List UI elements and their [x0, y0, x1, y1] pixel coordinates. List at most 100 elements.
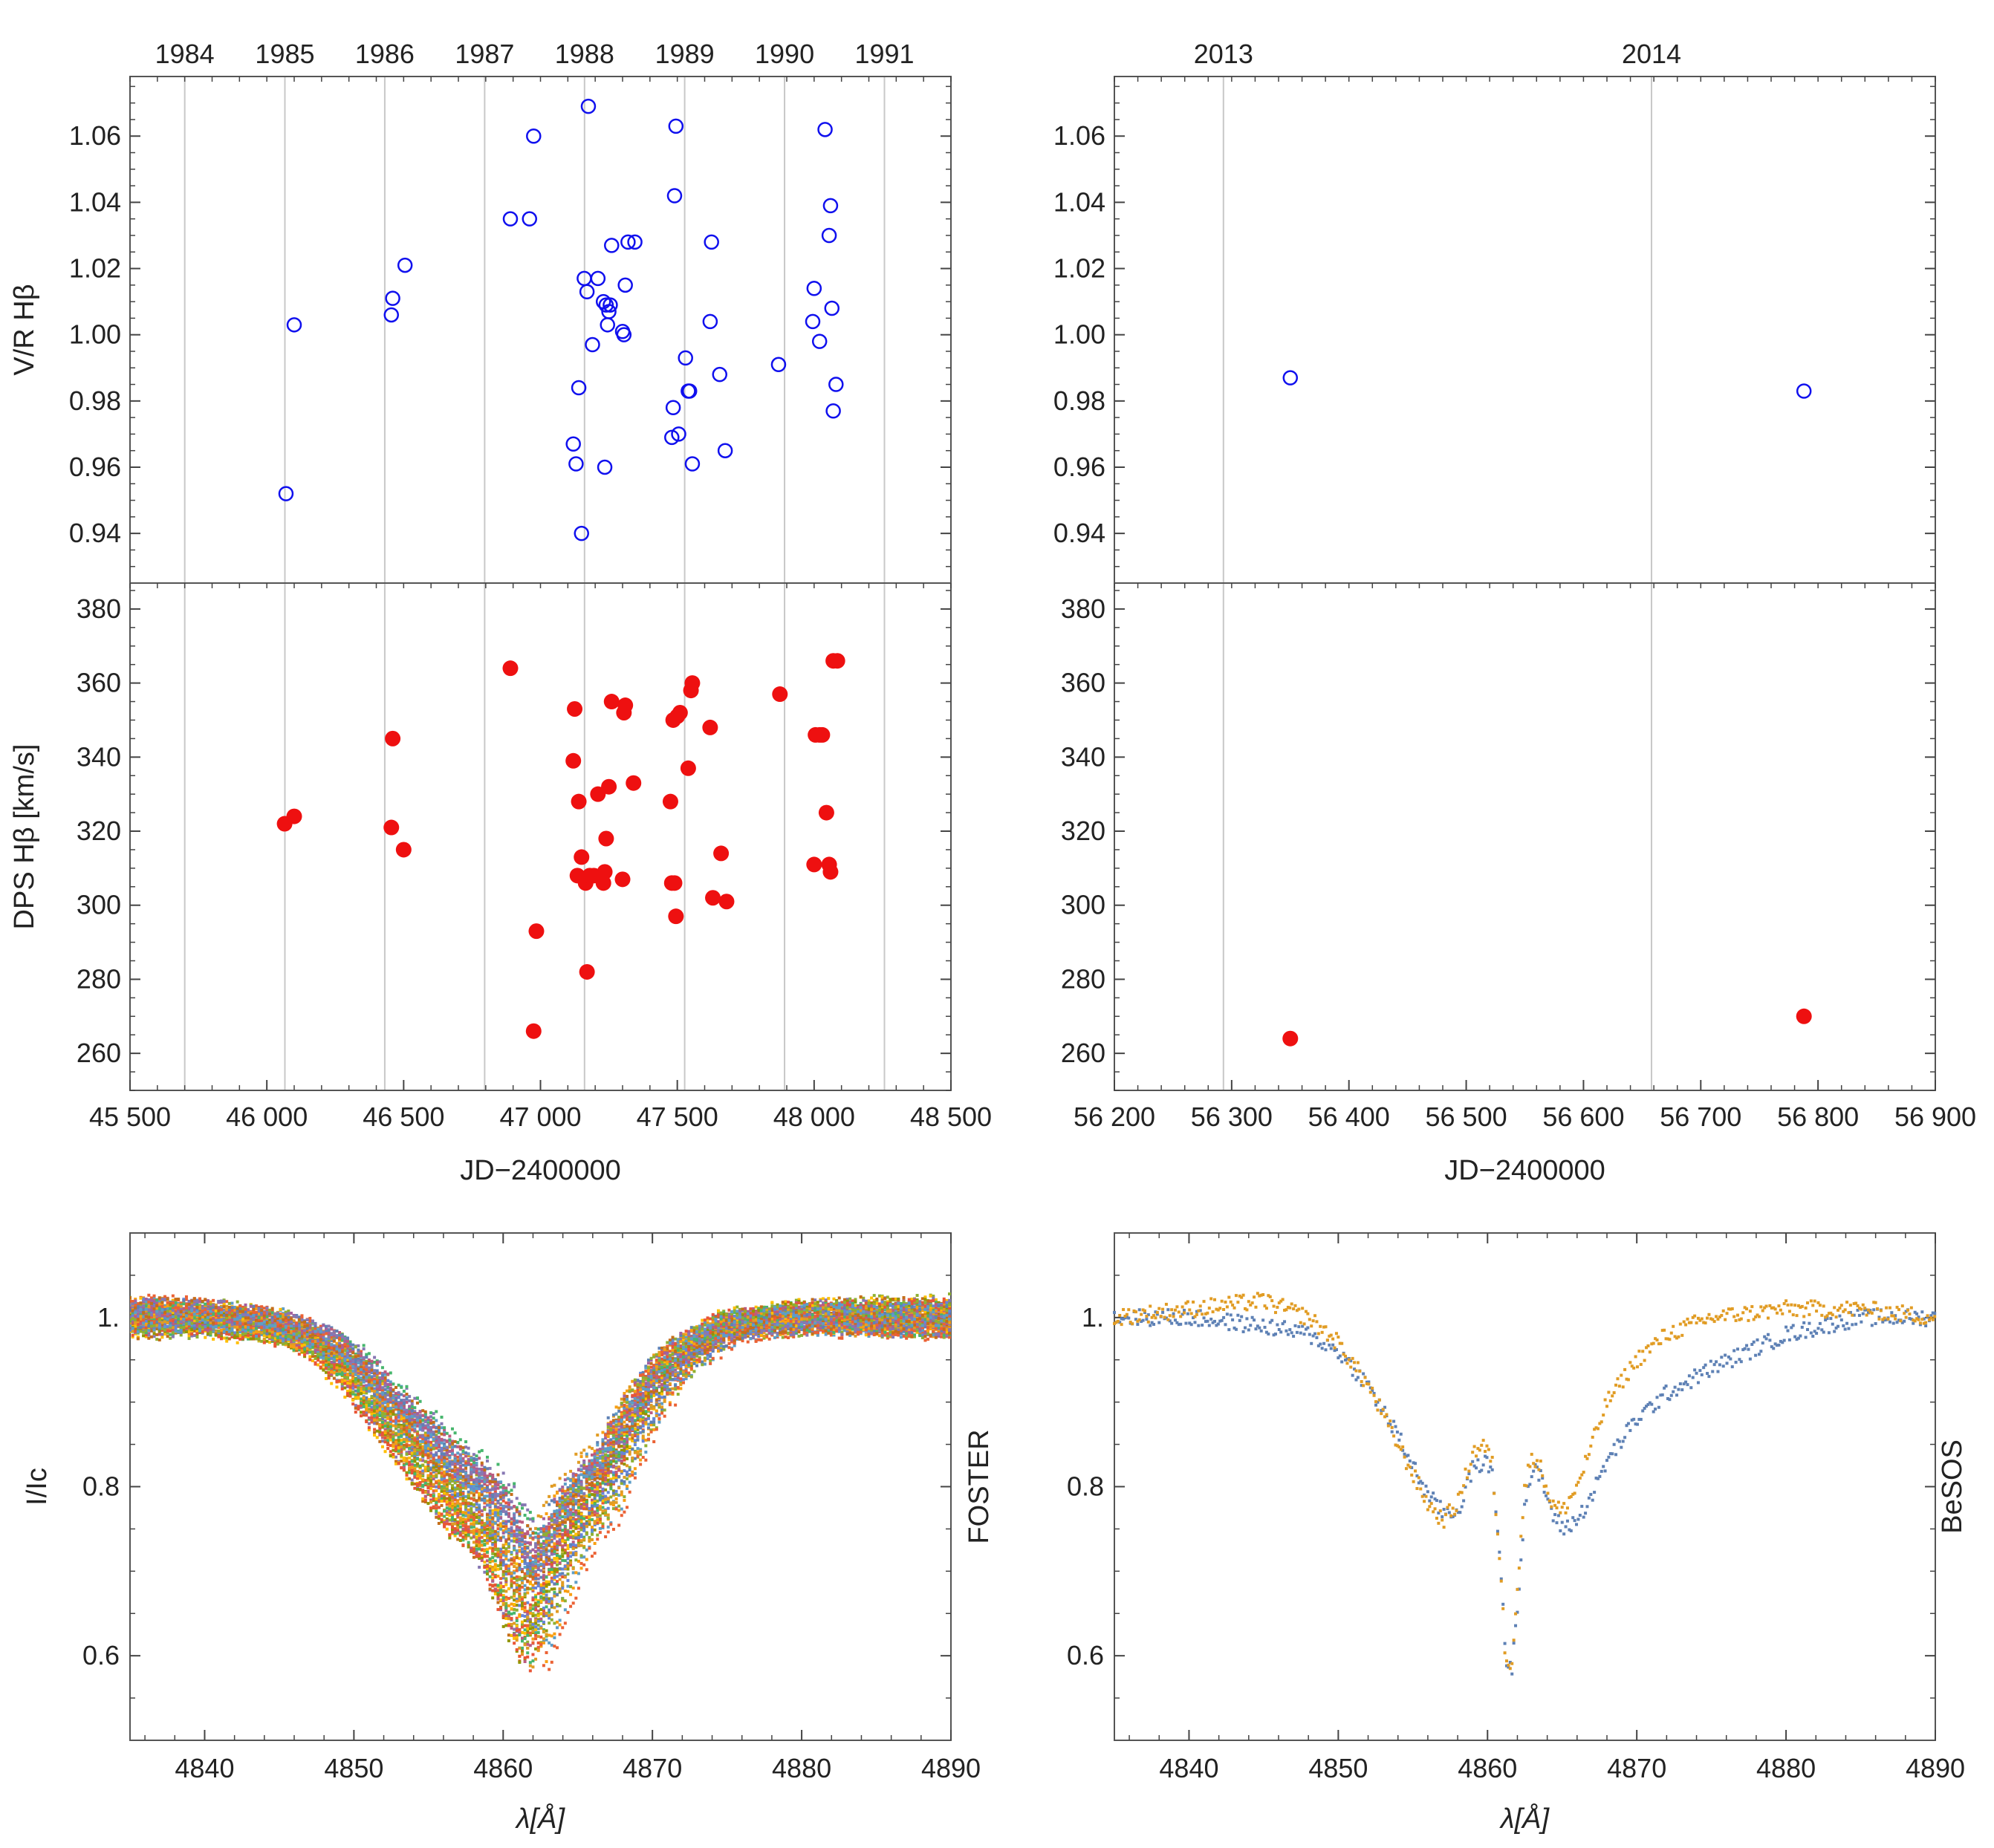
spectrum-point: [348, 1388, 352, 1392]
spectrum-point: [553, 1587, 556, 1591]
spectrum-point: [157, 1333, 161, 1336]
spectrum-point: [402, 1456, 406, 1460]
spectrum-point: [450, 1474, 454, 1477]
spectrum-point: [526, 1613, 530, 1617]
data-point: [568, 456, 584, 472]
spectrum-point: [458, 1477, 462, 1480]
spectrum-point: [504, 1613, 508, 1616]
spectrum-point: [862, 1296, 866, 1300]
spectrum-point: [719, 1344, 723, 1348]
data-point: [705, 890, 721, 906]
spectrum-point: [362, 1413, 366, 1417]
spectrum-point: [660, 1348, 664, 1352]
spectrum-point: [926, 1301, 930, 1305]
data-point: [600, 317, 615, 333]
year-label: 2014: [1622, 39, 1681, 69]
y-tick-label: 320: [77, 816, 121, 846]
spectrum-point: [655, 1360, 658, 1364]
spectrum-point: [684, 1346, 688, 1350]
spectrum-point: [534, 1598, 538, 1601]
spectrum-point: [386, 1442, 390, 1445]
spectrum-point: [163, 1304, 167, 1307]
spectrum-point: [456, 1509, 460, 1512]
spectrum-point: [918, 1330, 922, 1334]
spectrum-point: [808, 1305, 811, 1309]
spectrum-point: [394, 1460, 398, 1463]
spectrum-point: [461, 1457, 465, 1460]
spectrum-point: [539, 1546, 543, 1549]
spectrum-point: [689, 1327, 693, 1331]
spectrum-point: [458, 1509, 462, 1513]
spectrum-point: [832, 1297, 836, 1301]
y-tick-label: 0.6: [82, 1640, 120, 1670]
instrument-label: FOSTER: [964, 1429, 995, 1543]
data-point: [1796, 1008, 1812, 1024]
spectrum-point: [531, 1577, 535, 1581]
y-axis-label: I/Ic: [22, 1468, 53, 1506]
spectrum-point: [701, 1318, 704, 1322]
y-tick-label: 280: [77, 963, 121, 994]
spectrum-point: [418, 1439, 422, 1443]
spectrum-point: [144, 1335, 148, 1338]
spectrum-point: [354, 1404, 357, 1408]
data-point: [598, 297, 614, 313]
spectrum-point: [450, 1443, 454, 1447]
data-point: [824, 300, 840, 316]
spectrum-point: [794, 1298, 798, 1302]
data-point: [617, 277, 633, 293]
spectrum-point: [456, 1494, 460, 1497]
spectrum-point: [617, 1406, 621, 1410]
spectrum-point: [461, 1494, 465, 1498]
y-tick-label: 1.02: [69, 253, 121, 284]
spectrum-point: [319, 1324, 322, 1328]
spectrum-point: [611, 1489, 615, 1493]
spectrum-point: [886, 1295, 889, 1299]
spectrum-point: [453, 1479, 457, 1483]
spectrum-point: [343, 1395, 347, 1399]
chart-vr-right: 2013 2014 0.94 0.96 0.98 1.00 1.02 1.04 1.06: [1053, 39, 1936, 584]
spectrum-point: [550, 1551, 553, 1555]
spectrum-point: [598, 1526, 602, 1530]
spectrum-point: [606, 1469, 610, 1473]
plot-frame: [1114, 76, 1936, 584]
spectrum-point: [534, 1605, 538, 1609]
spectrum-point: [889, 1299, 892, 1303]
spectrum-point: [254, 1315, 258, 1318]
spectrum-point: [579, 1455, 583, 1459]
spectrum-point: [574, 1452, 578, 1456]
spectrum-point: [443, 1494, 446, 1497]
spectrum-point: [437, 1497, 441, 1501]
spectrum-point: [389, 1396, 392, 1399]
spectrum-point: [464, 1514, 468, 1517]
spectrum-point: [596, 1448, 600, 1452]
data-point: [702, 719, 718, 735]
spectrum-point: [437, 1521, 441, 1525]
spectrum-point: [504, 1615, 508, 1618]
spectrum-point: [636, 1447, 640, 1451]
x-tick-label: 48 000: [773, 1102, 855, 1132]
spectrum-point: [515, 1634, 519, 1638]
spectrum-point: [588, 1486, 591, 1490]
spectrum-point: [415, 1450, 419, 1454]
spectrum-point: [507, 1558, 510, 1562]
spectrum-point: [499, 1506, 503, 1510]
spectrum-point: [501, 1576, 505, 1580]
spectrum-point: [579, 1555, 583, 1559]
spectrum-point: [617, 1439, 621, 1442]
data-point: [522, 211, 538, 227]
y-tick-label: 0.8: [82, 1471, 120, 1502]
spectrum-point: [413, 1482, 417, 1486]
spectrum-point: [397, 1423, 400, 1427]
data-point: [574, 849, 590, 865]
spectrum-point: [716, 1309, 720, 1312]
spectrum-point: [184, 1304, 188, 1308]
spectrum-point: [405, 1412, 409, 1416]
data-point: [603, 297, 618, 313]
spectrum-point: [478, 1498, 481, 1502]
data-point: [502, 211, 519, 227]
spectrum-point: [351, 1357, 355, 1361]
spectrum-point: [488, 1482, 492, 1486]
x-tick-label: 46 500: [363, 1102, 444, 1132]
y-tick-label: 340: [1061, 741, 1105, 772]
spectrum-point: [574, 1502, 578, 1506]
